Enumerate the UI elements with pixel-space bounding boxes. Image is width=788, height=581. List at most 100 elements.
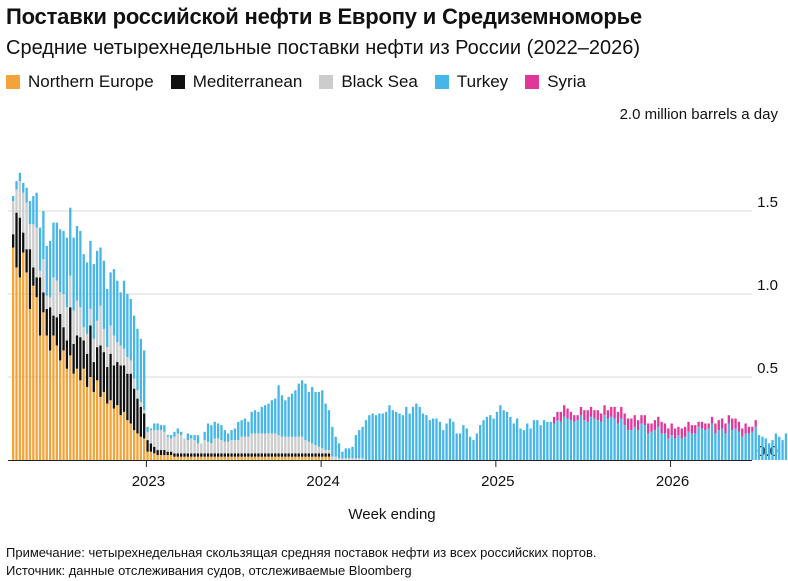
bar-mediterranean (153, 446, 156, 454)
bar-turkey (505, 411, 509, 460)
bar-turkey (727, 423, 730, 460)
bar-mediterranean (48, 307, 52, 351)
bar-mediterranean (126, 373, 129, 421)
bar-black-sea (348, 458, 351, 460)
bar-northern-europe (180, 456, 183, 460)
bar-turkey (465, 428, 468, 460)
bar-turkey (18, 172, 22, 182)
bar-turkey (12, 196, 15, 202)
bar-black-sea (32, 224, 35, 268)
bar-black-sea (257, 433, 260, 454)
bar-black-sea (237, 440, 240, 454)
bar-mediterranean (216, 453, 220, 457)
bar-mediterranean (227, 453, 230, 457)
bar-northern-europe (290, 456, 294, 460)
bar-northern-europe (12, 247, 15, 460)
bar-turkey (344, 448, 347, 459)
bar-northern-europe (22, 252, 25, 460)
bar-turkey (149, 428, 153, 431)
bar-northern-europe (65, 368, 69, 460)
bar-turkey (452, 421, 455, 460)
bar-mediterranean (122, 365, 126, 412)
bar-turkey (603, 415, 606, 460)
bar-turkey (260, 406, 263, 434)
bar-turkey (55, 222, 58, 281)
bar-turkey (203, 431, 206, 441)
bar-mediterranean (59, 313, 62, 361)
bar-mediterranean (106, 367, 109, 404)
chart: 2.0 million barrels a day1.51.00.50.0202… (8, 106, 788, 523)
bar-turkey (304, 383, 307, 441)
bar-turkey (361, 426, 364, 459)
bar-turkey (216, 423, 220, 439)
bar-black-sea (176, 433, 179, 454)
bar-turkey (640, 423, 643, 460)
bar-mediterranean (243, 453, 247, 457)
bar-syria (563, 405, 566, 417)
bar-black-sea (159, 430, 163, 451)
bar-turkey (428, 420, 431, 460)
bar-northern-europe (28, 308, 32, 460)
bar-northern-europe (173, 456, 176, 460)
bar-turkey (341, 451, 344, 459)
bar-turkey (734, 428, 737, 460)
bar-mediterranean (324, 453, 327, 457)
bar-black-sea (25, 202, 28, 250)
bar-mediterranean (321, 453, 324, 457)
bar-turkey (556, 420, 559, 460)
bar-turkey (650, 431, 653, 460)
bar-turkey (190, 435, 193, 439)
bar-northern-europe (52, 335, 55, 460)
bar-turkey (519, 428, 522, 460)
legend-item-syria: Syria (525, 72, 586, 92)
bar-black-sea (129, 360, 132, 374)
bar-black-sea (314, 445, 317, 454)
bar-black-sea (28, 224, 32, 250)
bar-turkey (714, 433, 717, 460)
bar-northern-europe (200, 456, 203, 460)
bar-northern-europe (149, 451, 153, 460)
bar-black-sea (317, 446, 321, 454)
legend-label: Turkey (456, 72, 509, 91)
bar-syria (727, 415, 730, 424)
bar-black-sea (354, 458, 358, 460)
bar-turkey (196, 435, 200, 444)
bar-northern-europe (206, 456, 210, 460)
bar-syria (717, 420, 720, 431)
bar-turkey (193, 435, 196, 441)
bar-black-sea (206, 441, 210, 454)
bar-northern-europe (143, 438, 146, 460)
bar-mediterranean (311, 453, 314, 457)
bar-turkey (593, 418, 596, 460)
bar-mediterranean (119, 365, 122, 416)
bar-mediterranean (132, 388, 136, 431)
bar-turkey (442, 430, 445, 460)
bar-mediterranean (42, 292, 45, 313)
bar-northern-europe (15, 267, 18, 460)
bar-turkey (99, 247, 102, 306)
bar-black-sea (122, 348, 126, 366)
bar-syria (744, 423, 747, 434)
bar-turkey (502, 410, 505, 460)
bar-turkey (657, 426, 660, 460)
bar-turkey (499, 405, 502, 460)
bar-mediterranean (79, 337, 82, 381)
bar-turkey (589, 416, 593, 460)
bar-black-sea (334, 456, 337, 460)
bar-northern-europe (106, 403, 109, 460)
bar-mediterranean (200, 453, 203, 457)
bar-black-sea (227, 441, 230, 454)
bar-turkey (539, 425, 542, 460)
bar-turkey (287, 396, 290, 437)
bar-black-sea (223, 441, 226, 454)
bar-mediterranean (85, 353, 89, 387)
bar-mediterranean (163, 450, 166, 456)
bar-syria (603, 405, 606, 416)
bar-northern-europe (213, 456, 216, 460)
x-tick-label: 2026 (656, 473, 689, 490)
bar-black-sea (321, 448, 324, 454)
bar-northern-europe (304, 456, 307, 460)
bar-turkey (421, 413, 425, 460)
bar-northern-europe (250, 456, 253, 460)
bar-mediterranean (96, 347, 99, 381)
